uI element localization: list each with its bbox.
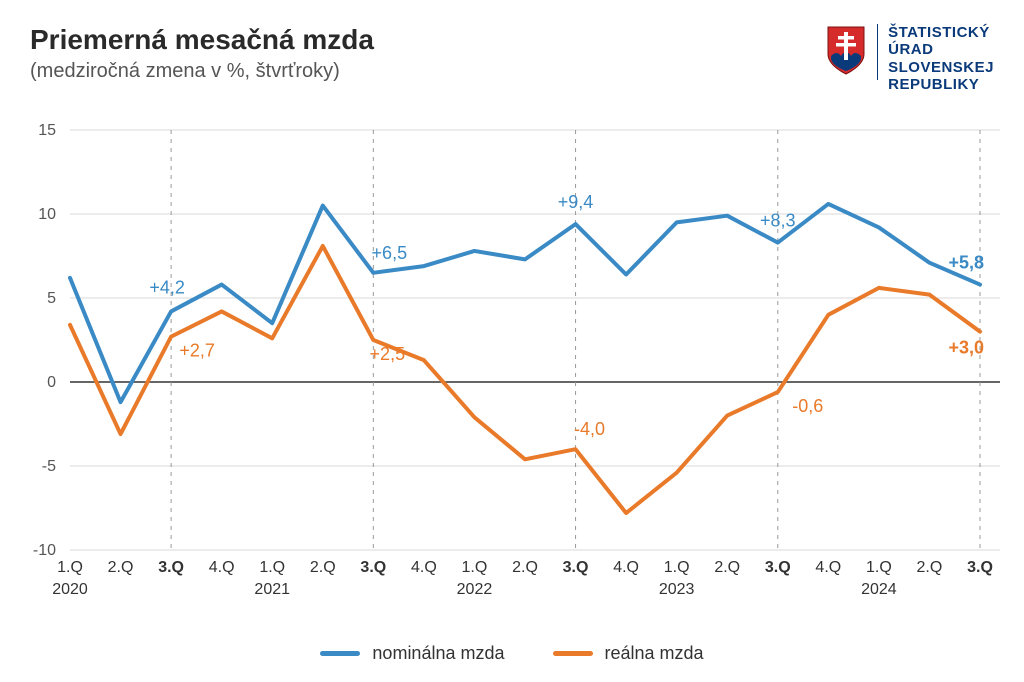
logo-line: SLOVENSKEJ: [888, 59, 994, 76]
svg-text:2.Q: 2.Q: [917, 559, 943, 576]
logo-line: ÚRAD: [888, 41, 994, 58]
svg-text:1.Q: 1.Q: [664, 559, 690, 576]
svg-text:3.Q: 3.Q: [360, 559, 386, 576]
svg-text:2.Q: 2.Q: [714, 559, 740, 576]
logo-block: ŠTATISTICKÝ ÚRAD SLOVENSKEJ REPUBLIKY: [825, 24, 994, 93]
line-chart: -10 -5 0 5 10 15 1.Q 2.Q 3.Q 4.Q 1.Q 2.Q 3.Q 4.Q 1.Q 2.…: [10, 100, 1020, 620]
svg-text:-0,6: -0,6: [792, 396, 823, 416]
svg-text:3.Q: 3.Q: [967, 559, 993, 576]
svg-text:+2,7: +2,7: [179, 341, 215, 361]
svg-text:15: 15: [38, 122, 56, 139]
logo-line: REPUBLIKY: [888, 76, 994, 93]
svg-text:2024: 2024: [861, 581, 897, 598]
title-block: Priemerná mesačná mzda (medziročná zmena…: [30, 24, 374, 83]
svg-text:1.Q: 1.Q: [462, 559, 488, 576]
svg-text:-4,0: -4,0: [574, 419, 605, 439]
svg-text:+2,5: +2,5: [370, 344, 406, 364]
svg-text:2023: 2023: [659, 581, 695, 598]
svg-text:0: 0: [47, 374, 56, 391]
legend-label: nominálna mzda: [372, 643, 504, 664]
svg-text:1.Q: 1.Q: [259, 559, 285, 576]
svg-text:2.Q: 2.Q: [512, 559, 538, 576]
legend-label: reálna mzda: [605, 643, 704, 664]
svg-text:+8,3: +8,3: [760, 211, 796, 231]
svg-text:+6,5: +6,5: [372, 243, 408, 263]
svg-text:-10: -10: [33, 542, 56, 559]
chart-subtitle: (medziročná zmena v %, štvrťroky): [30, 60, 374, 83]
svg-text:3.Q: 3.Q: [158, 559, 184, 576]
svg-text:2.Q: 2.Q: [310, 559, 336, 576]
svg-text:-5: -5: [42, 458, 56, 475]
legend: nominálna mzda reálna mzda: [0, 643, 1024, 664]
page-root: Priemerná mesačná mzda (medziročná zmena…: [0, 0, 1024, 682]
svg-text:+9,4: +9,4: [558, 192, 594, 212]
svg-text:+3,0: +3,0: [948, 338, 984, 358]
svg-text:4.Q: 4.Q: [411, 559, 437, 576]
svg-text:4.Q: 4.Q: [613, 559, 639, 576]
legend-item-real: reálna mzda: [553, 643, 704, 664]
svg-text:4.Q: 4.Q: [209, 559, 235, 576]
logo-text: ŠTATISTICKÝ ÚRAD SLOVENSKEJ REPUBLIKY: [888, 24, 994, 93]
legend-swatch: [320, 651, 360, 656]
svg-text:2022: 2022: [457, 581, 493, 598]
logo-line: ŠTATISTICKÝ: [888, 24, 994, 41]
svg-text:3.Q: 3.Q: [765, 559, 791, 576]
chart-title: Priemerná mesačná mzda: [30, 24, 374, 56]
svg-text:2020: 2020: [52, 581, 88, 598]
legend-item-nominal: nominálna mzda: [320, 643, 504, 664]
legend-swatch: [553, 651, 593, 656]
svg-text:+4,2: +4,2: [149, 277, 185, 297]
svg-text:10: 10: [38, 206, 56, 223]
svg-text:5: 5: [47, 290, 56, 307]
svg-text:4.Q: 4.Q: [815, 559, 841, 576]
svg-text:1.Q: 1.Q: [57, 559, 83, 576]
shield-icon: [825, 24, 867, 76]
svg-text:2021: 2021: [254, 581, 290, 598]
svg-text:3.Q: 3.Q: [563, 559, 589, 576]
svg-text:2.Q: 2.Q: [108, 559, 134, 576]
svg-text:+5,8: +5,8: [948, 253, 984, 273]
svg-text:1.Q: 1.Q: [866, 559, 892, 576]
